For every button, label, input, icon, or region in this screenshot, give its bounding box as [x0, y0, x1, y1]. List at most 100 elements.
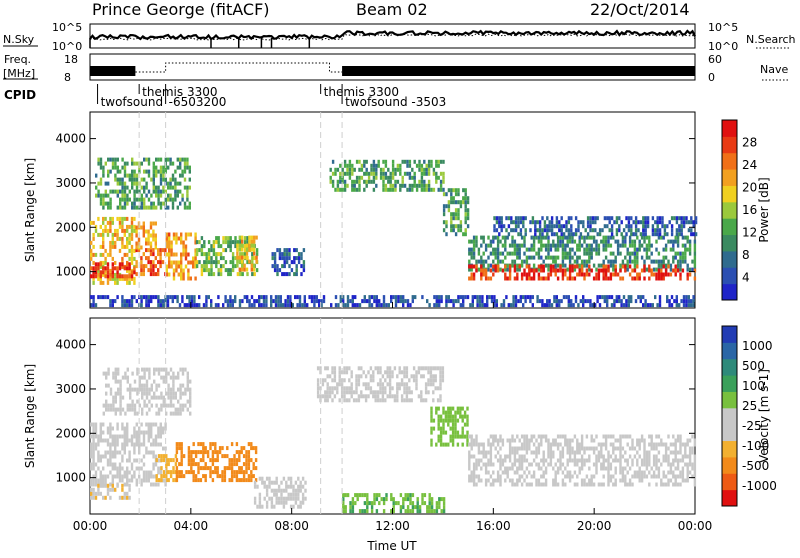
- data-cell: [470, 478, 473, 483]
- data-cell: [97, 454, 100, 459]
- data-cell: [131, 181, 134, 186]
- data-cell: [413, 159, 416, 164]
- data-cell: [343, 187, 347, 192]
- data-cell: [573, 239, 577, 244]
- data-cell: [180, 256, 183, 261]
- data-cell: [534, 220, 537, 225]
- data-cell: [429, 366, 433, 371]
- data-cell: [643, 438, 646, 443]
- data-cell: [109, 426, 112, 431]
- data-cell: [140, 466, 143, 471]
- data-cell: [142, 252, 145, 257]
- data-cell: [362, 370, 365, 375]
- data-cell: [388, 386, 392, 391]
- data-cell: [109, 391, 113, 396]
- data-cell: [439, 159, 443, 164]
- data-cell: [474, 295, 477, 300]
- data-cell: [690, 216, 693, 221]
- data-cell: [583, 446, 586, 451]
- data-cell: [167, 391, 170, 396]
- data-cell: [585, 247, 589, 252]
- data-cell: [97, 491, 100, 496]
- data-cell: [602, 466, 605, 471]
- data-cell: [253, 500, 257, 505]
- data-cell: [350, 370, 353, 375]
- data-cell: [480, 268, 483, 273]
- data-cell: [610, 295, 614, 300]
- data-cell: [150, 201, 153, 206]
- data-cell: [92, 446, 95, 451]
- data-cell: [355, 398, 358, 403]
- data-cell: [360, 374, 363, 379]
- data-cell: [571, 450, 574, 455]
- data-cell: [380, 497, 383, 502]
- x-tick-label: 20:00: [577, 519, 612, 533]
- data-cell: [475, 264, 478, 269]
- data-cell: [210, 256, 213, 261]
- data-cell: [133, 470, 136, 475]
- data-cell: [693, 259, 697, 264]
- data-cell: [90, 442, 93, 447]
- data-cell: [221, 446, 224, 451]
- data-cell: [607, 264, 610, 269]
- data-cell: [176, 157, 179, 162]
- data-cell: [126, 216, 129, 221]
- data-cell: [256, 484, 259, 489]
- data-cell: [106, 262, 110, 267]
- data-cell: [447, 188, 451, 193]
- data-cell: [664, 458, 668, 463]
- data-cell: [346, 183, 349, 188]
- data-cell: [508, 264, 512, 269]
- data-cell: [154, 422, 158, 427]
- data-cell: [157, 303, 160, 308]
- data-cell: [402, 497, 405, 502]
- data-cell: [616, 446, 620, 451]
- data-cell: [660, 482, 663, 487]
- data-cell: [437, 406, 440, 411]
- data-cell: [646, 220, 650, 225]
- data-cell: [597, 263, 601, 268]
- data-cell: [280, 488, 283, 493]
- data-cell: [350, 374, 353, 379]
- data-cell: [459, 410, 462, 415]
- data-cell: [681, 255, 685, 260]
- data-cell: [590, 251, 593, 256]
- data-cell: [436, 398, 440, 403]
- data-cell: [172, 268, 176, 273]
- data-cell: [447, 295, 450, 300]
- data-cell: [214, 470, 217, 475]
- data-cell: [511, 235, 514, 240]
- data-cell: [501, 438, 505, 443]
- data-cell: [478, 303, 482, 308]
- data-cell: [92, 466, 95, 471]
- data-cell: [441, 366, 445, 371]
- data-cell: [688, 470, 692, 475]
- data-cell: [157, 268, 160, 273]
- data-cell: [511, 259, 514, 264]
- data-cell: [640, 268, 644, 273]
- data-cell: [354, 295, 357, 300]
- data-cell: [374, 390, 377, 395]
- data-cell: [478, 295, 482, 300]
- data-cell: [222, 236, 225, 241]
- data-cell: [640, 438, 644, 443]
- data-cell: [294, 480, 298, 485]
- data-cell: [496, 470, 500, 475]
- data-cell: [261, 480, 264, 485]
- data-cell: [470, 474, 473, 479]
- data-cell: [609, 462, 613, 467]
- data-cell: [506, 470, 509, 475]
- data-cell: [157, 458, 160, 463]
- data-cell: [652, 446, 656, 451]
- data-cell: [662, 235, 665, 240]
- data-cell: [484, 482, 488, 487]
- data-cell: [553, 224, 556, 229]
- data-cell: [636, 259, 639, 264]
- data-cell: [169, 395, 173, 400]
- data-cell: [405, 390, 409, 395]
- data-cell: [523, 268, 526, 273]
- data-cell: [650, 442, 653, 447]
- data-cell: [476, 299, 479, 304]
- data-cell: [102, 403, 105, 408]
- data-cell: [126, 387, 129, 392]
